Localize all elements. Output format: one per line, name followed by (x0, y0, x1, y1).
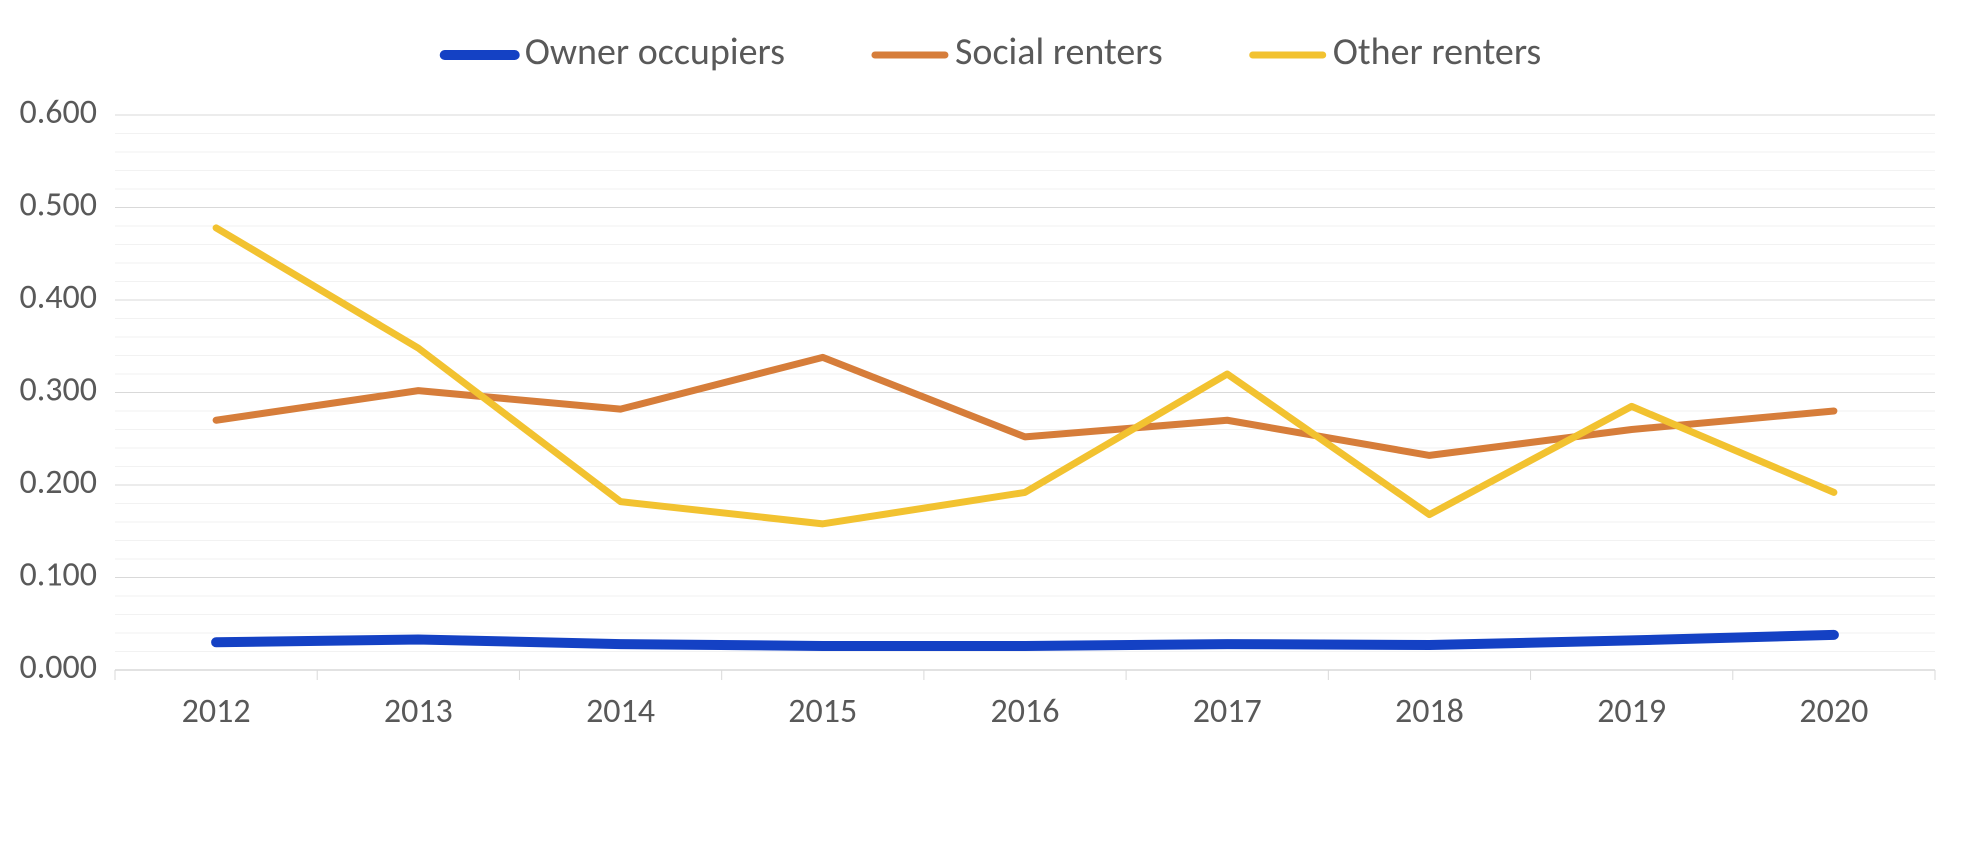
y-tick-label: 0.100 (19, 555, 97, 596)
x-axis-labels: 2012 2013 2014 2015 2016 2017 2018 2019 2020 (182, 691, 1869, 732)
x-tick-label: 2019 (1597, 691, 1666, 732)
y-tick-label: 0.400 (19, 277, 97, 318)
y-tick-label: 0.500 (19, 185, 97, 226)
x-tick-label: 2013 (384, 691, 453, 732)
x-tick-label: 2018 (1395, 691, 1464, 732)
legend-label: Owner occupiers (525, 29, 785, 75)
x-tick-label: 2020 (1799, 691, 1868, 732)
x-tick-label: 2016 (991, 691, 1060, 732)
y-tick-label: 0.000 (19, 647, 97, 688)
y-tick-label: 0.300 (19, 370, 97, 411)
legend-label: Social renters (955, 29, 1163, 75)
x-tick-label: 2014 (586, 691, 655, 732)
y-tick-label: 0.200 (19, 462, 97, 503)
line-chart: 0.0000.1000.2000.3000.4000.5000.60020122… (0, 0, 1986, 858)
chart-svg: 0.0000.1000.2000.3000.4000.5000.60020122… (0, 0, 1986, 858)
legend-label: Other renters (1333, 29, 1542, 75)
x-tick-label: 2015 (788, 691, 857, 732)
x-tick-label: 2017 (1193, 691, 1262, 732)
legend: Owner occupiers Social renters Other rente… (445, 29, 1542, 75)
y-tick-label: 0.600 (19, 92, 97, 133)
x-tick-label: 2012 (182, 691, 251, 732)
